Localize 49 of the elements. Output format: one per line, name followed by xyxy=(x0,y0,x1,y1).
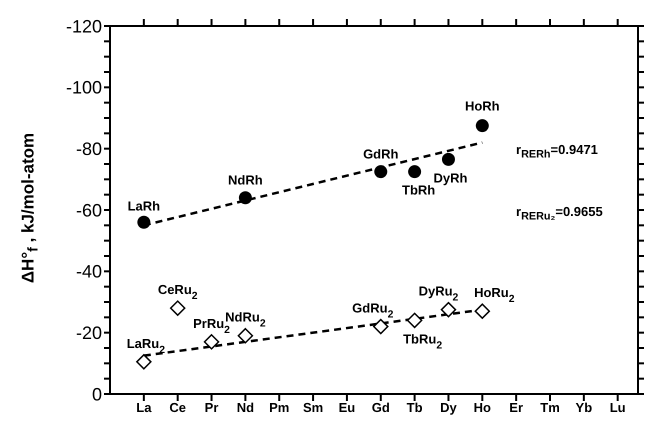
point xyxy=(440,302,456,318)
annotation: CeRu$_{2}$ xyxy=(158,282,198,302)
x-tick-label: Gd xyxy=(372,400,390,416)
point xyxy=(408,165,422,178)
x-tick-label: Pr xyxy=(204,400,218,416)
annotation: DyRu$_{2}$ xyxy=(418,284,459,304)
x-tick-label: Lu xyxy=(610,400,626,416)
point xyxy=(136,354,152,370)
annotation: TbRh xyxy=(402,183,436,198)
point xyxy=(238,328,254,344)
x-tick-label: Dy xyxy=(440,400,458,416)
x-tick-label: Ce xyxy=(169,400,186,416)
y-tick-label: -80 xyxy=(76,139,102,160)
y-tick-label: -100 xyxy=(66,78,102,98)
x-tick-label: Eu xyxy=(338,400,356,416)
x-tick-label: Pm xyxy=(269,400,290,416)
annotation: NdRh xyxy=(228,173,263,188)
point xyxy=(374,165,388,178)
annotation: GdRh xyxy=(363,147,399,162)
point xyxy=(373,318,389,334)
y-tick-label: 0 xyxy=(92,384,102,404)
y-tick-label: -40 xyxy=(76,262,102,282)
annotation: HoRu$_{2}$ xyxy=(474,286,515,306)
annotation: HoRh xyxy=(464,99,500,114)
x-tick-label: Ho xyxy=(474,400,492,416)
point xyxy=(204,334,220,350)
point xyxy=(474,303,490,319)
x-tick-label: La xyxy=(136,400,152,416)
x-tick-label: Nd xyxy=(236,400,254,416)
x-tick-label: Tb xyxy=(406,400,423,416)
x-tick-label: Sm xyxy=(302,400,324,416)
point xyxy=(406,312,422,328)
point xyxy=(476,119,489,132)
annotation: DyRh xyxy=(433,170,468,186)
point xyxy=(137,216,150,229)
y-tick-label: -60 xyxy=(76,200,102,220)
y-tick-label: -120 xyxy=(66,16,102,36)
x-tick-label: Yb xyxy=(576,400,592,416)
annotation: TbRu$_{2}$ xyxy=(403,332,442,352)
annotation: r$_{RERh}$=0.9471 xyxy=(516,142,598,161)
point xyxy=(442,152,455,166)
y-tick-label: -20 xyxy=(76,323,102,344)
x-tick-label: Tm xyxy=(540,400,560,416)
annotation: r$_{RERu₂}$=0.9655 xyxy=(516,204,603,223)
x-tick-label: Er xyxy=(509,400,524,416)
point xyxy=(170,300,186,316)
point xyxy=(238,191,252,204)
annotation: LaRh xyxy=(128,198,160,214)
annotation: GdRu$_{2}$ xyxy=(352,300,394,321)
